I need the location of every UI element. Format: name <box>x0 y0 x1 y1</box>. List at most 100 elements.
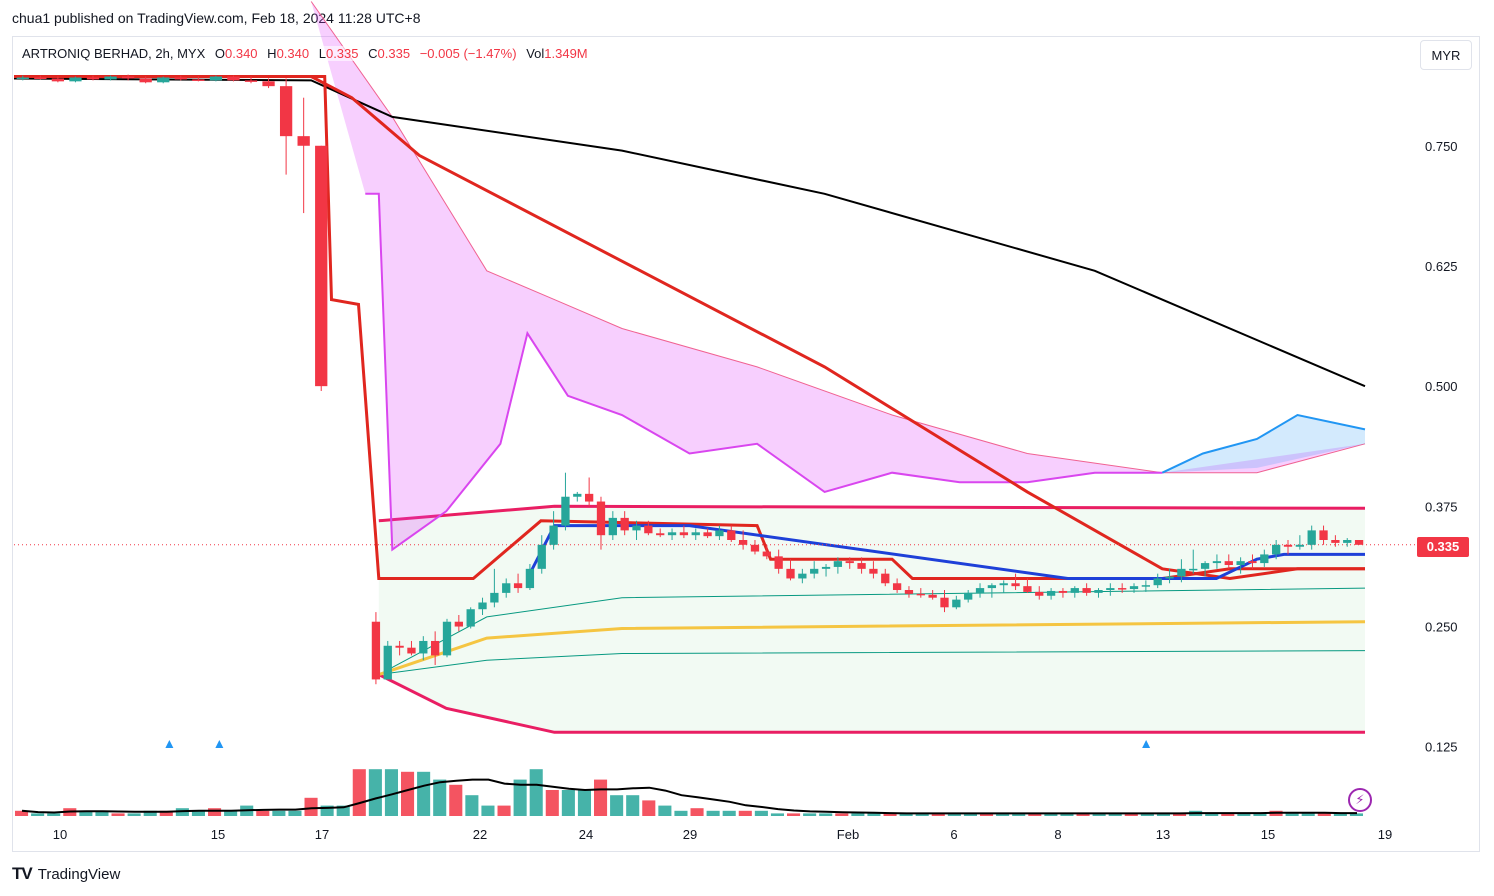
inner-lower-band-line <box>378 650 1366 676</box>
y-tick-label: 0.625 <box>1425 259 1458 274</box>
lower-band-line <box>378 673 1365 734</box>
volume-bar <box>1301 813 1315 816</box>
volume-bar <box>787 813 801 816</box>
kijun-step-line <box>14 75 1365 580</box>
volume-bar <box>915 813 929 816</box>
volume-bar <box>754 810 768 816</box>
volume-bar <box>31 813 45 816</box>
volume-bar <box>336 805 350 816</box>
candle-up <box>525 568 535 589</box>
volume-bar <box>1140 813 1154 816</box>
candle-up <box>667 532 677 536</box>
volume-bar <box>1156 813 1170 816</box>
x-tick-label: 22 <box>473 827 487 842</box>
candle-down <box>454 621 463 627</box>
candle-up <box>573 493 582 497</box>
footer-brand: TV TradingView <box>12 864 120 884</box>
candle-up <box>952 599 961 608</box>
candle-down <box>596 501 606 536</box>
candle-down <box>1224 561 1233 565</box>
candle-down <box>262 81 275 87</box>
candle-down <box>192 79 205 81</box>
candle-down <box>679 532 689 536</box>
candle-up <box>1177 568 1186 577</box>
volume-bar <box>127 813 141 816</box>
candle-up <box>691 532 700 536</box>
x-tick-label: 10 <box>53 827 67 842</box>
candle-up <box>1129 586 1139 590</box>
candle-down <box>86 77 100 80</box>
candle-up <box>1046 590 1056 596</box>
candle-up <box>1094 590 1103 593</box>
close-label: C <box>368 46 378 61</box>
volume-bar <box>642 800 656 816</box>
candle-down <box>750 544 760 552</box>
volume-bar <box>1076 813 1090 816</box>
volume-bar <box>1124 813 1138 816</box>
candle-down <box>644 525 653 534</box>
candle-down <box>584 493 594 502</box>
candle-down <box>407 647 416 654</box>
volume-bar <box>1173 813 1187 816</box>
mid-band-line <box>378 620 1366 677</box>
x-tick-label: 29 <box>683 827 697 842</box>
candle-up <box>999 583 1008 586</box>
volume-label: Vol <box>526 46 545 61</box>
tradingview-logo-icon: TV <box>12 864 33 883</box>
candle-up <box>1343 540 1352 543</box>
volume-bar <box>561 790 575 816</box>
volume-bar <box>79 810 93 816</box>
volume-bar <box>947 813 961 816</box>
x-tick-label: 8 <box>1054 827 1061 842</box>
volume-bar <box>545 790 559 816</box>
x-tick-label: 19 <box>1378 827 1392 842</box>
candle-up <box>1070 588 1079 593</box>
candle-up <box>964 592 973 600</box>
candle-up <box>1295 544 1304 547</box>
volume-bar <box>819 813 833 816</box>
volume-bar <box>996 813 1010 816</box>
candle-up <box>419 640 428 654</box>
volume-bar <box>594 779 608 816</box>
open-value: 0.340 <box>225 46 258 61</box>
lightning-icon[interactable]: ⚡ <box>1348 788 1372 812</box>
candle-down <box>1035 591 1044 596</box>
volume-bar <box>770 813 784 816</box>
volume-bar <box>738 810 752 816</box>
volume-bar <box>208 808 222 816</box>
volume-bar <box>1253 813 1267 816</box>
brand-label: TradingView <box>37 865 121 883</box>
candle-up <box>442 621 452 656</box>
volume-bar <box>95 810 109 816</box>
candle-down <box>738 540 748 545</box>
candle-down <box>1011 583 1020 587</box>
candle-down <box>928 594 937 598</box>
candle-down <box>703 532 712 537</box>
candle-up <box>209 76 223 81</box>
tenkan-signal-line <box>526 524 1365 580</box>
volume-bar <box>465 795 479 816</box>
ichimoku-cloud-purple <box>311 1 1366 550</box>
candle-down <box>297 136 310 146</box>
volume-bar <box>224 810 238 816</box>
high-value: 0.340 <box>276 46 310 61</box>
currency-button[interactable]: MYR <box>1420 40 1472 70</box>
candle-down <box>762 551 771 557</box>
candle-down <box>139 78 152 83</box>
candle-down <box>1248 561 1257 564</box>
volume-bar <box>1333 813 1347 816</box>
volume-bar <box>706 810 720 816</box>
volume-bar <box>1317 813 1331 816</box>
y-tick-label: 0.250 <box>1425 620 1458 635</box>
signal-up-marker <box>1142 740 1151 748</box>
volume-bar <box>320 805 334 816</box>
candle-down <box>1082 588 1091 593</box>
volume-bar <box>111 813 125 816</box>
cloud-span-b-line <box>310 1 1366 474</box>
x-tick-label: 6 <box>950 827 957 842</box>
volume-bar <box>835 813 849 816</box>
volume-bar <box>47 813 61 816</box>
signal-up-marker <box>165 740 174 748</box>
candle-down <box>1354 540 1364 545</box>
